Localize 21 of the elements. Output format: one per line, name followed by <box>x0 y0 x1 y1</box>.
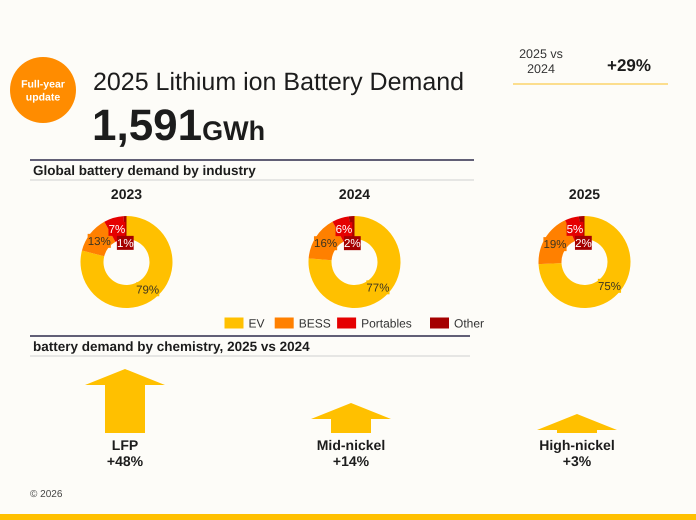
text: © 2026 <box>30 489 63 500</box>
x-tick-label: High-nickel <box>539 437 615 453</box>
legend-label: Portables <box>361 316 412 330</box>
x-tick-label: Mid-nickel <box>316 437 386 453</box>
legend-label: EV <box>248 316 265 330</box>
text: 2025 vs 2024 <box>519 47 563 76</box>
text: Full-year update <box>21 78 65 104</box>
text: 1,591GWh <box>92 101 266 150</box>
chart-title: 2025 <box>568 186 600 202</box>
legend-label: BESS <box>298 316 331 330</box>
legend-label: Other <box>454 316 484 330</box>
chart-title: 2024 <box>338 186 370 202</box>
chart-title: battery demand by chemistry, 2025 vs 2024 <box>33 339 310 354</box>
chart-title: 2023 <box>110 186 142 202</box>
data-label: +48% <box>106 453 144 469</box>
data-label: +14% <box>332 453 370 469</box>
x-tick-label: LFP <box>112 437 138 453</box>
text: 2025 Lithium ion Battery Demand <box>93 68 464 96</box>
text: Global battery demand by industry <box>33 163 256 178</box>
text: +29% <box>607 56 651 75</box>
data-label: +3% <box>562 453 592 469</box>
